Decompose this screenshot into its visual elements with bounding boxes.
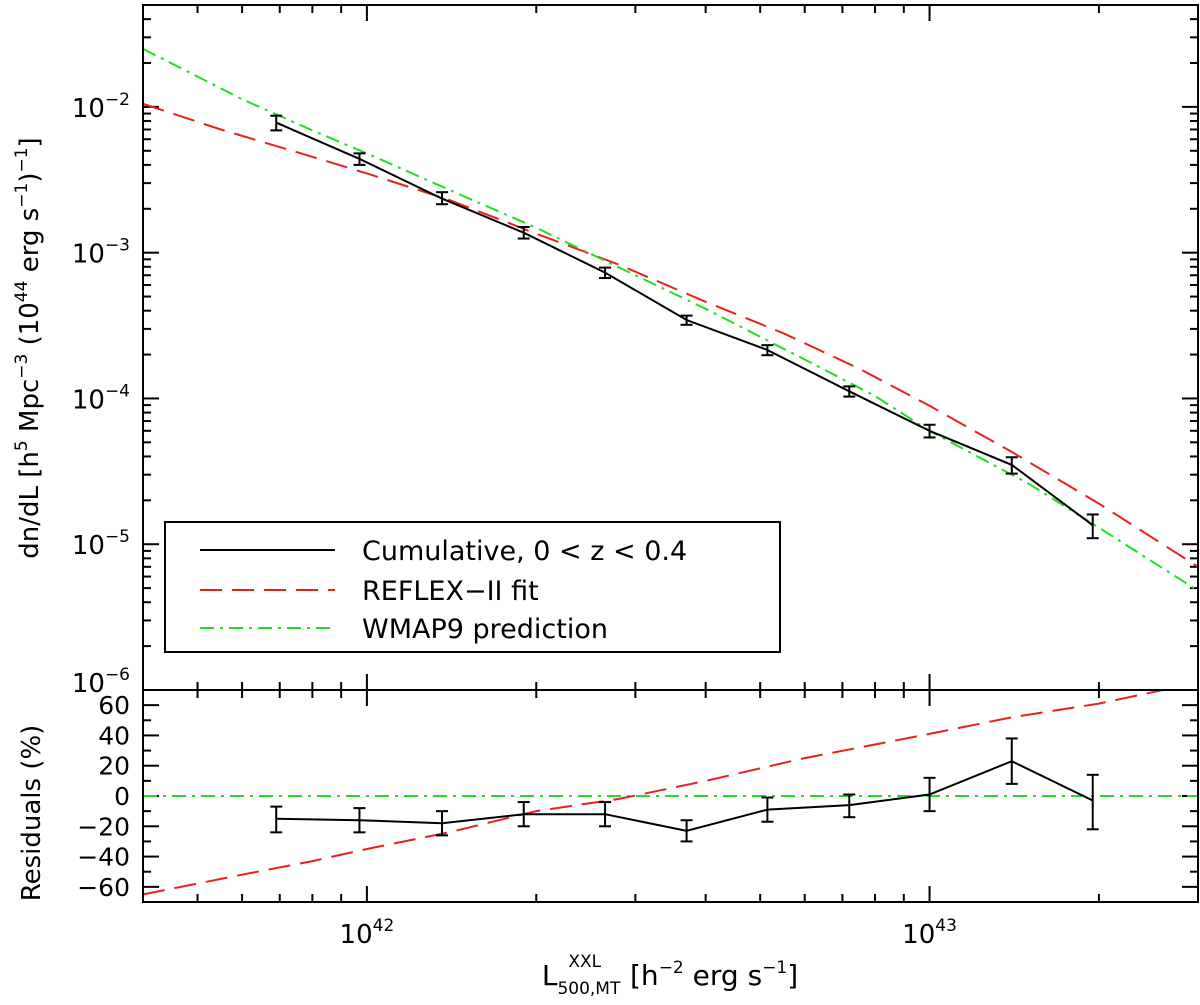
top-errorbar <box>270 114 283 132</box>
x-tick-label: 1042 <box>340 916 395 950</box>
bottom-plot-frame <box>142 689 1199 903</box>
bottom-errorbar <box>436 810 449 837</box>
top-errorbar <box>436 191 449 206</box>
bottom-y-axis-label: Residuals (%) <box>17 725 47 902</box>
top-errorbar <box>843 385 856 398</box>
x-tick-label: 1043 <box>902 916 957 950</box>
legend-label-wmap9: WMAP9 prediction <box>362 614 608 645</box>
bottom-y-tick-label: −40 <box>77 843 130 872</box>
top-errorbar <box>353 152 366 166</box>
top-wmap9-line <box>143 48 1198 592</box>
bottom-errorbar <box>1005 737 1018 785</box>
legend-label-reflex: REFLEX−II fit <box>362 576 539 607</box>
bottom-series-layer <box>143 690 1198 896</box>
bottom-y-tick-label: 40 <box>98 721 130 750</box>
bottom-errorbar <box>761 796 774 823</box>
top-errorbar <box>1005 456 1018 475</box>
top-y-tick-label: 10−4 <box>72 381 130 415</box>
bottom-errorbar <box>843 793 856 819</box>
legend: Cumulative, 0 < z < 0.4 REFLEX−II fit WM… <box>164 521 781 653</box>
top-y-tick-labels: 10−2 10−3 10−4 10−5 10−6 <box>72 90 130 699</box>
bottom-errorbar <box>270 805 283 834</box>
bottom-errorbar <box>923 776 936 813</box>
top-series-layer <box>143 48 1198 592</box>
bottom-y-tick-label: −60 <box>77 873 130 902</box>
bottom-errorbar <box>353 807 366 834</box>
top-errorbar <box>1086 513 1099 540</box>
x-tick-labels: 1042 1043 <box>340 916 957 950</box>
bottom-y-tick-label: 0 <box>114 782 130 811</box>
legend-box <box>164 521 781 653</box>
bottom-errorbar <box>599 801 612 828</box>
bottom-y-tick-label: 60 <box>98 691 130 720</box>
bottom-errorbar <box>517 801 530 828</box>
top-errorbar <box>923 423 936 439</box>
top-y-tick-label: 10−6 <box>72 665 130 699</box>
bottom-y-tick-label: 20 <box>98 752 130 781</box>
top-errorbar <box>517 226 530 240</box>
bottom-errorbar <box>680 819 693 843</box>
top-errorbar <box>680 314 693 326</box>
bottom-reflex-residual-line <box>143 690 1164 896</box>
top-y-tick-label: 10−3 <box>72 236 130 270</box>
x-axis-label: L500,MTXXL [h−2 erg s−1] <box>542 952 798 999</box>
legend-label-cumulative: Cumulative, 0 < z < 0.4 <box>362 536 687 567</box>
bottom-errorbar <box>1086 773 1099 831</box>
top-y-tick-label: 10−2 <box>72 90 130 124</box>
top-y-tick-label: 10−5 <box>72 527 130 561</box>
top-errorbar <box>599 266 612 280</box>
bottom-y-tick-label: −20 <box>77 812 130 841</box>
top-reflex-line <box>143 102 1198 568</box>
top-errorbar <box>761 344 774 357</box>
top-y-axis-label: dn/dL [h5 Mpc−3 (1044 erg s−1)−1] <box>12 137 45 558</box>
